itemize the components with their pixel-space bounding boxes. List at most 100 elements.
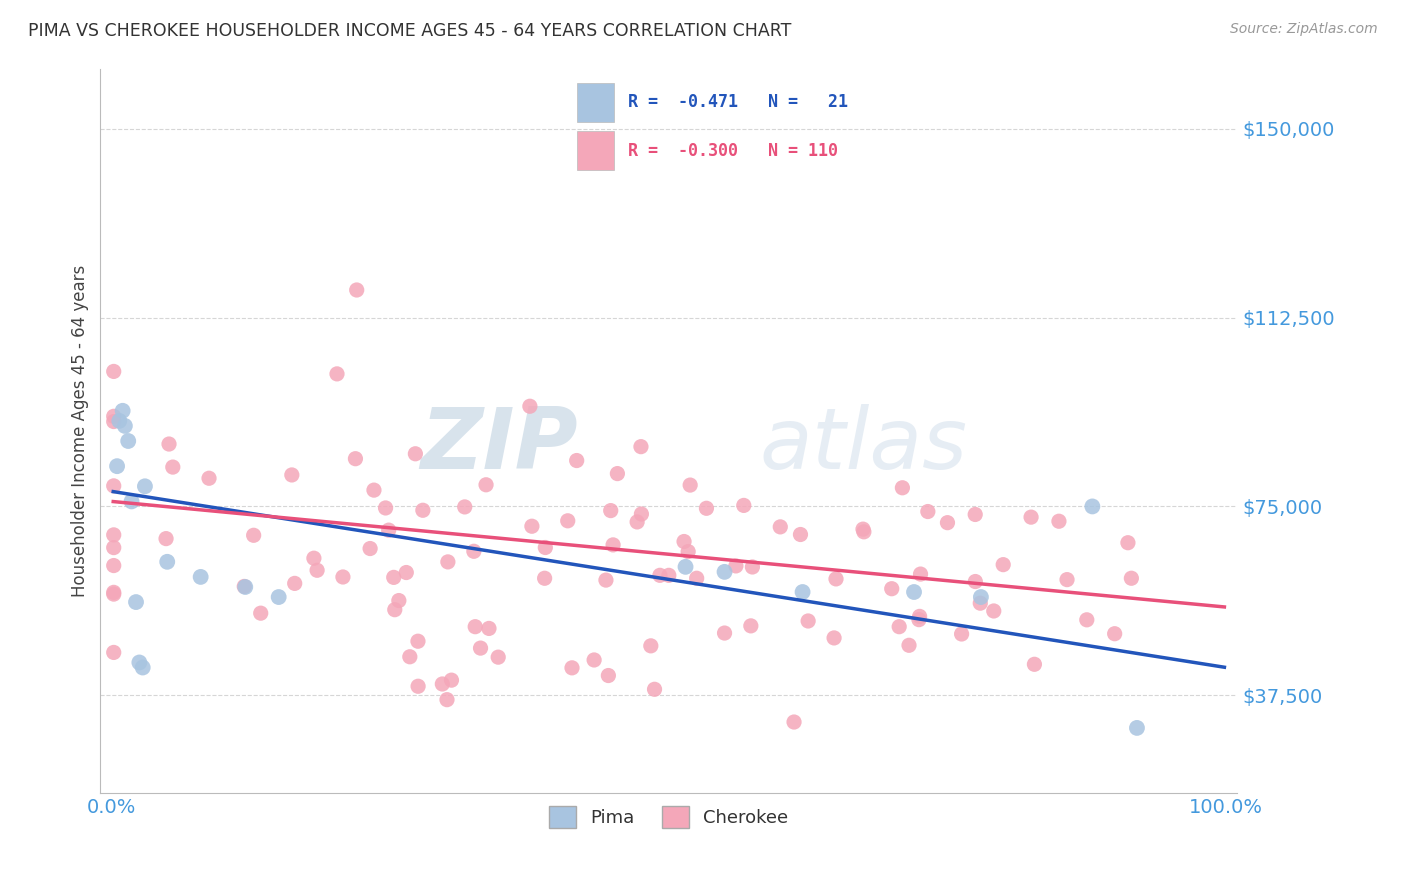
Point [533, 571, 555, 585]
Point [412, 503, 434, 517]
Point [267, 590, 290, 604]
Point [363, 483, 385, 497]
Point [797, 614, 820, 628]
Point [388, 593, 411, 607]
Point [103, 364, 125, 378]
Point [789, 527, 811, 541]
Point [823, 631, 845, 645]
Point [630, 440, 652, 454]
Point [889, 620, 911, 634]
Point [103, 479, 125, 493]
Point [406, 634, 429, 648]
Legend: Pima, Cherokee: Pima, Cherokee [541, 798, 796, 835]
Point [626, 515, 648, 529]
Point [464, 620, 486, 634]
Point [1121, 571, 1143, 585]
Point [993, 558, 1015, 572]
Point [713, 626, 735, 640]
Point [769, 520, 792, 534]
Point [190, 570, 212, 584]
Point [103, 585, 125, 599]
Point [463, 544, 485, 558]
Text: Source: ZipAtlas.com: Source: ZipAtlas.com [1230, 22, 1378, 37]
Text: PIMA VS CHEROKEE HOUSEHOLDER INCOME AGES 45 - 64 YEARS CORRELATION CHART: PIMA VS CHEROKEE HOUSEHOLDER INCOME AGES… [28, 22, 792, 40]
Point [114, 418, 136, 433]
Point [281, 467, 304, 482]
Point [374, 500, 396, 515]
Point [970, 590, 993, 604]
Point [307, 563, 329, 577]
Point [534, 541, 557, 555]
Point [606, 467, 628, 481]
Point [134, 479, 156, 493]
Point [741, 560, 763, 574]
Point [125, 595, 148, 609]
Point [105, 459, 128, 474]
Y-axis label: Householder Income Ages 45 - 64 years: Householder Income Ages 45 - 64 years [72, 265, 89, 597]
Point [908, 609, 931, 624]
Point [384, 602, 406, 616]
Point [377, 523, 399, 537]
Point [233, 579, 256, 593]
Point [108, 414, 131, 428]
Point [454, 500, 477, 514]
Point [599, 503, 621, 517]
Point [326, 367, 349, 381]
Point [644, 682, 666, 697]
Point [103, 415, 125, 429]
Point [1019, 510, 1042, 524]
Point [675, 559, 697, 574]
Point [595, 573, 617, 587]
Point [648, 568, 671, 582]
Point [406, 679, 429, 693]
Point [103, 587, 125, 601]
Point [852, 524, 875, 539]
Text: R =  -0.471   N =   21: R = -0.471 N = 21 [628, 94, 848, 112]
Point [658, 568, 681, 582]
Point [740, 619, 762, 633]
Point [602, 538, 624, 552]
Point [103, 558, 125, 573]
Point [404, 447, 426, 461]
Point [382, 570, 405, 584]
Point [673, 534, 696, 549]
Point [103, 645, 125, 659]
Point [898, 638, 921, 652]
Point [917, 504, 939, 518]
Point [565, 453, 588, 467]
Point [486, 650, 509, 665]
Point [156, 555, 179, 569]
Point [852, 522, 875, 536]
Point [825, 572, 848, 586]
Point [436, 692, 458, 706]
Point [198, 471, 221, 485]
Point [891, 481, 914, 495]
Point [346, 283, 368, 297]
Point [679, 478, 702, 492]
Point [640, 639, 662, 653]
Point [395, 566, 418, 580]
Point [157, 437, 180, 451]
Point [950, 627, 973, 641]
Bar [576, 83, 613, 122]
Point [359, 541, 381, 556]
Point [1024, 657, 1046, 672]
Point [344, 451, 367, 466]
Point [131, 660, 153, 674]
Point [695, 501, 717, 516]
Point [432, 677, 454, 691]
Point [1076, 613, 1098, 627]
Point [1056, 573, 1078, 587]
Point [302, 551, 325, 566]
Point [969, 596, 991, 610]
Point [233, 580, 256, 594]
Point [561, 661, 583, 675]
Point [398, 649, 420, 664]
Point [249, 606, 271, 620]
Point [103, 409, 125, 424]
Point [686, 571, 709, 585]
Point [983, 604, 1005, 618]
Point [478, 622, 501, 636]
Point [475, 477, 498, 491]
Point [1047, 514, 1070, 528]
